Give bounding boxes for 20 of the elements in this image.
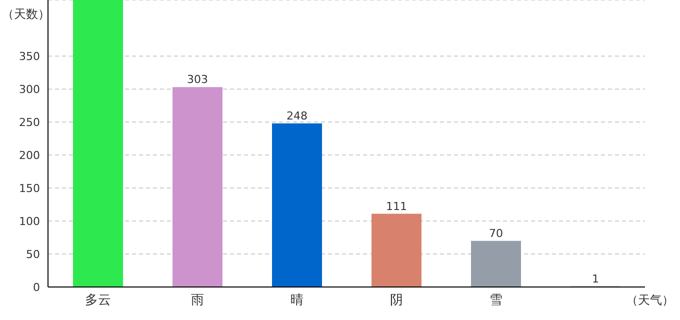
y-tick-label: 0 — [33, 280, 40, 294]
y-tick-label: 100 — [19, 214, 40, 228]
y-tick-label: 250 — [19, 116, 40, 129]
data-label: 248 — [286, 109, 308, 122]
data-label: 111 — [386, 200, 407, 213]
data-label: 70 — [489, 226, 503, 240]
x-tick-label: 阴 — [390, 293, 403, 308]
y-tick-label: 350 — [19, 50, 40, 63]
y-tick-label: 50 — [26, 248, 40, 261]
y-tick-label: 300 — [19, 82, 40, 96]
data-label: 1 — [592, 272, 599, 286]
x-tick-label: 多云 — [84, 293, 111, 308]
y-tick-label: 200 — [19, 148, 40, 162]
x-axis-title: （天气） — [626, 292, 674, 309]
data-label: 303 — [187, 73, 208, 86]
x-tick-label: 晴 — [290, 293, 304, 308]
x-tick-label: 雨 — [190, 293, 204, 308]
y-tick-label: 150 — [19, 182, 40, 195]
y-axis-title: （天数） — [2, 6, 50, 23]
x-tick-label: 雪 — [489, 293, 502, 308]
